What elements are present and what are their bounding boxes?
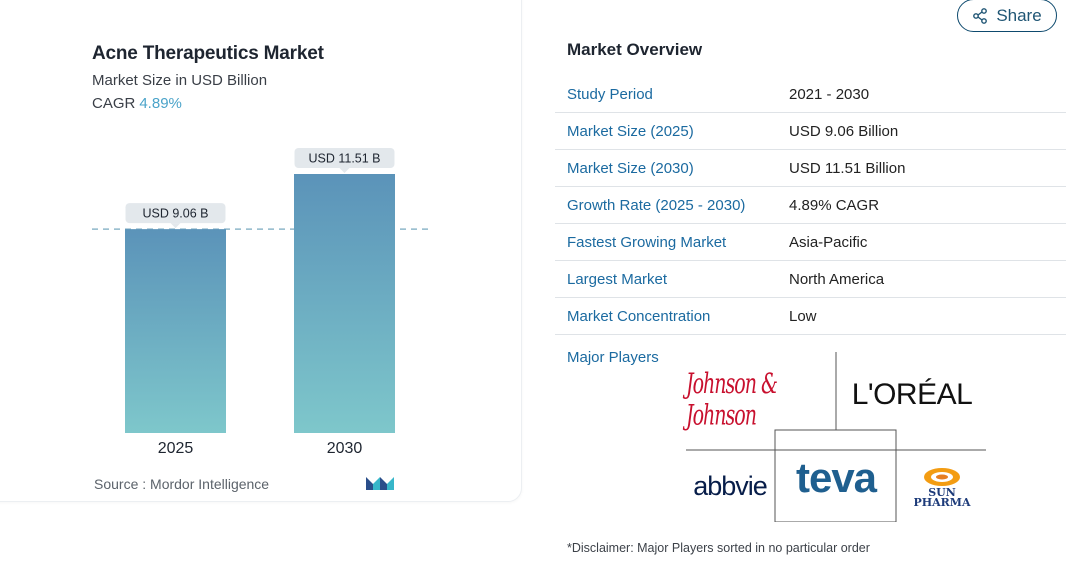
share-label: Share — [996, 5, 1042, 25]
overview-row: Market Size (2030) USD 11.51 Billion — [555, 150, 1066, 187]
overview-key[interactable]: Study Period — [567, 85, 653, 103]
x-tick-label: 2025 — [158, 440, 194, 457]
player-sun-pharma: SUN PHARMA — [898, 452, 986, 522]
major-players-label[interactable]: Major Players — [567, 349, 659, 366]
overview-row: Largest Market North America — [555, 261, 1066, 298]
share-icon — [973, 7, 988, 24]
market-overview-table: Study Period 2021 - 2030 Market Size (2025… — [555, 76, 1066, 335]
overview-value: Low — [789, 307, 817, 325]
data-label: USD 11.51 B — [308, 152, 380, 166]
x-tick-label: 2030 — [327, 440, 363, 457]
cagr-label: CAGR — [92, 95, 136, 112]
cagr-value: 4.89% — [139, 95, 182, 112]
data-label: USD 9.06 B — [142, 207, 208, 221]
overview-row: Market Size (2025) USD 9.06 Billion — [555, 113, 1066, 150]
bar-2030 — [294, 174, 395, 433]
chart-title: Acne Therapeutics Market — [92, 43, 324, 64]
overview-key[interactable]: Market Size (2030) — [567, 159, 694, 177]
overview-key[interactable]: Fastest Growing Market — [567, 233, 727, 251]
loreal-logo: L'ORÉAL — [851, 378, 973, 411]
overview-row: Fastest Growing Market Asia-Pacific — [555, 224, 1066, 261]
overview-value: USD 9.06 Billion — [789, 122, 899, 140]
overview-key[interactable]: Growth Rate (2025 - 2030) — [567, 196, 746, 214]
overview-value: Asia-Pacific — [789, 233, 868, 251]
chart-subtitle: Market Size in USD Billion — [92, 72, 268, 89]
overview-key[interactable]: Market Concentration — [567, 307, 711, 325]
player-johnson-johnson: Johnson & Johnson — [686, 360, 834, 440]
overview-value: USD 11.51 Billion — [789, 159, 906, 177]
major-players-logos: Johnson & Johnson L'ORÉAL abbvie teva SU… — [686, 352, 986, 522]
sun-pharma-logo: SUN PHARMA — [913, 486, 971, 509]
disclaimer: *Disclaimer: Major Players sorted in no … — [567, 541, 870, 555]
overview-value: 2021 - 2030 — [789, 85, 870, 103]
overview-row: Growth Rate (2025 - 2030) 4.89% CAGR — [555, 187, 1066, 224]
overview-row: Study Period 2021 - 2030 — [555, 76, 1066, 113]
player-loreal: L'ORÉAL — [838, 360, 986, 430]
player-teva: teva — [776, 438, 896, 518]
chart-cagr: CAGR 4.89% — [92, 95, 182, 112]
abbvie-logo: abbvie — [693, 470, 768, 501]
overview-value: 4.89% CAGR — [789, 196, 880, 214]
players-grid — [686, 352, 986, 522]
market-overview-title: Market Overview — [567, 40, 703, 59]
overview-key[interactable]: Largest Market — [567, 270, 668, 288]
market-size-chart: USD 9.06 B 2025 USD 11.51 B 2030 — [92, 148, 432, 457]
teva-logo: teva — [795, 454, 877, 501]
overview-key[interactable]: Market Size (2025) — [567, 122, 694, 140]
data-label-pointer — [339, 168, 350, 173]
data-label-bg — [125, 203, 226, 224]
overview-value: North America — [789, 270, 885, 288]
bar-2025 — [125, 229, 226, 433]
share-button[interactable]: Share — [957, 0, 1057, 32]
overview-row: Market Concentration Low — [555, 298, 1066, 335]
data-label-pointer — [170, 223, 181, 229]
sun-pharma-emblem — [924, 468, 960, 486]
mordor-intelligence-logo — [366, 477, 394, 490]
chart-card — [0, 0, 522, 502]
data-label-bg — [294, 148, 395, 168]
player-abbvie: abbvie — [686, 452, 774, 520]
johnson-johnson-logo: Johnson & Johnson — [686, 368, 778, 432]
chart-source: Source : Mordor Intelligence — [94, 476, 270, 492]
